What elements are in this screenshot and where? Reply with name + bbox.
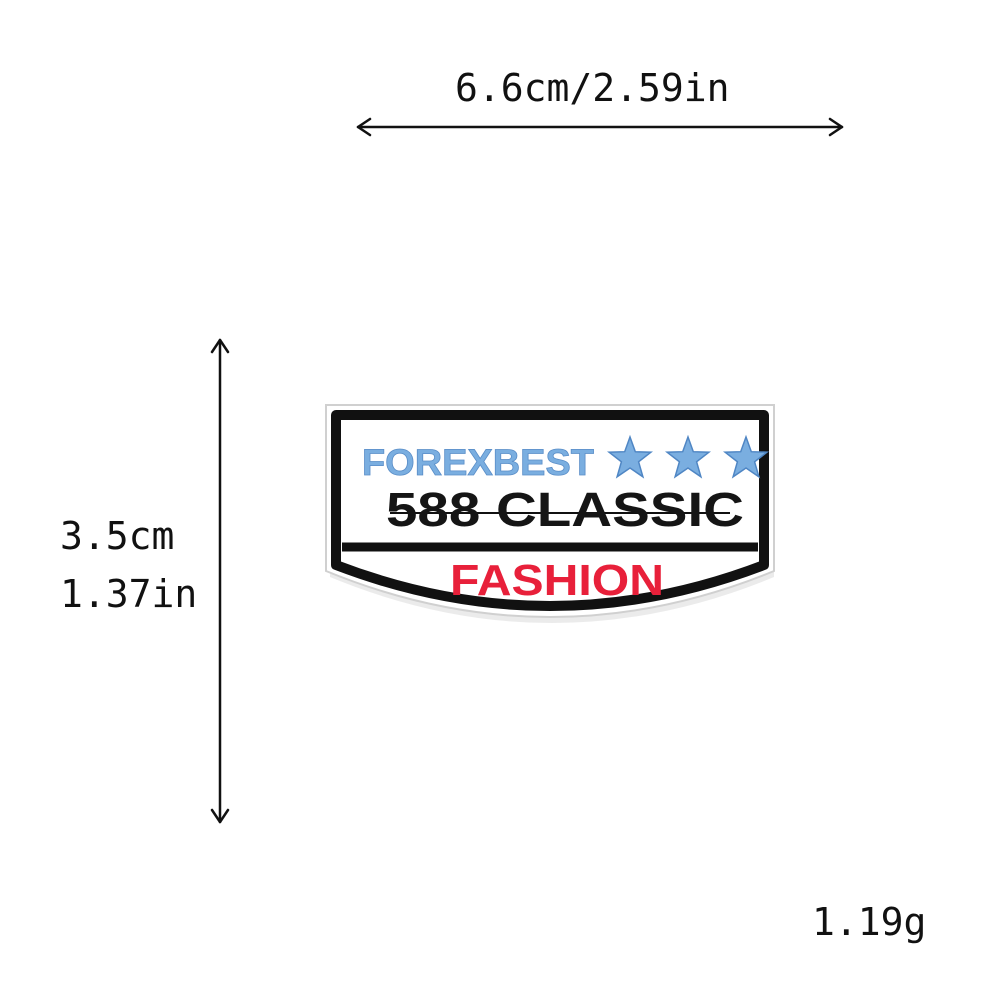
patch-stars (607, 434, 769, 479)
height-arrow-bottom-head (210, 808, 230, 824)
width-arrow-left-head (356, 117, 372, 137)
width-arrow-right-head (828, 117, 844, 137)
height-in-label: 1.37in (60, 572, 198, 616)
embroidered-patch: FOREXBEST 588 CLASSIC FASHION (325, 404, 775, 623)
patch-border (331, 410, 769, 611)
patch-model-text: 588 CLASSIC (386, 484, 744, 537)
height-arrow-top-head (210, 338, 230, 354)
star-icon (607, 434, 653, 479)
height-cm-label: 3.5cm (60, 514, 175, 558)
star-icon (665, 434, 711, 479)
star-icon (723, 434, 769, 479)
patch-tagline-text: FASHION (450, 556, 664, 605)
weight-label: 1.19g (812, 900, 927, 944)
width-dimension-label: 6.6cm/2.59in (455, 66, 730, 110)
patch-brand-text: FOREXBEST (362, 442, 594, 483)
